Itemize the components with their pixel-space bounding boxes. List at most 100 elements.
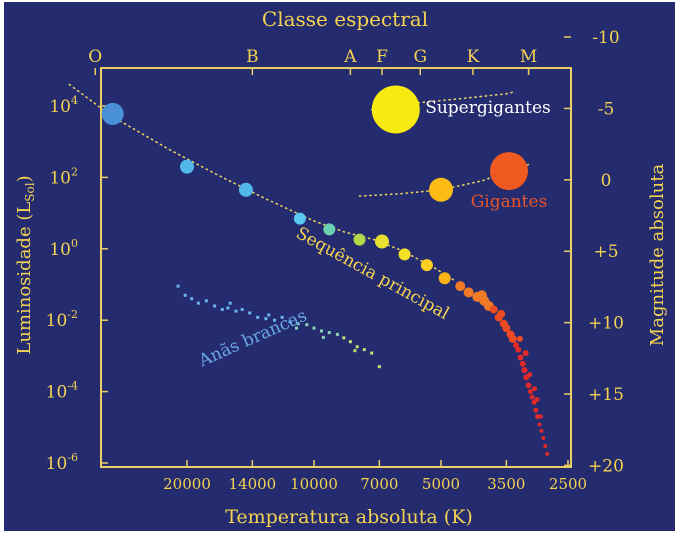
spectral-class-label: O (88, 47, 102, 67)
red-dwarf-star (535, 414, 541, 420)
white-dwarf-point (312, 326, 316, 330)
main-sequence-star (323, 223, 336, 236)
spectral-class-label: K (467, 47, 480, 67)
y-tick-label: 100 (49, 237, 78, 260)
main-sequence-star (374, 234, 389, 249)
red-dwarf-star (463, 287, 474, 298)
white-dwarf-point (226, 306, 230, 310)
x-tick-label: 2500 (549, 475, 587, 493)
supergiant-curve (370, 90, 516, 111)
plot-border (100, 67, 572, 468)
magnitude-tick-label: +10 (588, 314, 624, 334)
magnitude-tick-label: -5 (598, 99, 615, 119)
white-dwarf-point (288, 320, 292, 324)
y-axis-label-sub: Sol (23, 182, 37, 201)
x-tick-label: 3500 (487, 475, 525, 493)
x-tick-label: 5000 (422, 475, 460, 493)
white-dwarf-point (296, 322, 300, 326)
white-dwarf-point (267, 313, 271, 317)
white-dwarf-point (273, 318, 277, 322)
red-dwarf-star (521, 367, 528, 374)
x-tick-label: 7000 (360, 475, 398, 493)
magnitude-tick-label: +5 (593, 242, 618, 262)
red-dwarf-star (508, 334, 517, 343)
y-axis-label: Luminosidade (LSol) (14, 175, 37, 354)
white-dwarf-point (176, 284, 180, 288)
red-dwarf-star (527, 372, 533, 378)
white-dwarf-point (370, 351, 374, 355)
supergiant-star (371, 85, 420, 134)
y-tick-label: 10-6 (46, 451, 78, 474)
white-dwarf-point (335, 332, 339, 336)
x-tick-label: 20000 (163, 475, 211, 493)
y-tick-label: 104 (49, 94, 78, 117)
red-dwarf-star (519, 360, 526, 367)
red-dwarf-star (516, 335, 523, 342)
main-sequence-star (101, 102, 124, 125)
star-marks (101, 85, 550, 456)
main-sequence-star (353, 233, 366, 246)
red-dwarf-star (538, 414, 543, 419)
chart-frame (4, 2, 675, 531)
red-dwarf-star (527, 389, 533, 395)
spectral-class-label: F (376, 47, 388, 67)
x-tick-label: 10000 (290, 475, 338, 493)
white-dwarf-point (213, 304, 217, 308)
white-dwarf-point (204, 299, 208, 303)
red-dwarf-star (534, 397, 540, 403)
spectral-class-label: B (246, 47, 259, 67)
white-dwarf-point (240, 307, 244, 311)
white-dwarf-point (280, 315, 284, 319)
white-dwarf-point (234, 309, 238, 313)
white-dwarf-point (220, 307, 224, 311)
white-dwarf-point (183, 293, 187, 297)
giant-star (429, 177, 453, 202)
red-dwarf-star (476, 290, 487, 301)
red-dwarf-star (525, 382, 532, 389)
supergiants-label: Supergigantes (425, 98, 551, 118)
giant-star (489, 152, 528, 191)
main-sequence-star (438, 272, 451, 285)
red-dwarf-star (489, 305, 498, 314)
y-tick-label: 10-2 (46, 308, 78, 331)
red-dwarf-star (537, 422, 542, 427)
magnitude-tick-label: 0 (601, 171, 612, 191)
white-dwarf-point (248, 311, 252, 315)
x-tick-label: 14000 (228, 475, 276, 493)
white-dwarf-point (348, 340, 352, 344)
red-dwarf-star (522, 350, 529, 357)
red-dwarf-star (497, 309, 506, 318)
red-dwarf-star (502, 324, 511, 333)
white-dwarf-point (305, 323, 309, 327)
main-sequence-star (420, 259, 433, 272)
main-sequence-star (180, 159, 194, 174)
spectral-class-label: G (413, 47, 427, 67)
main-sequence-star (398, 248, 411, 261)
main-sequence-star (238, 182, 253, 197)
white-dwarf-point (228, 301, 232, 305)
magnitude-tick-label: +15 (588, 385, 624, 405)
y-tick-label: 10-4 (46, 380, 78, 403)
red-dwarf-star (533, 407, 539, 413)
magnitude-tick-label: +20 (588, 456, 624, 476)
main-sequence-star (293, 212, 306, 225)
main-sequence-label: Sequência principal (292, 223, 452, 324)
white-dwarf-point (256, 315, 260, 319)
magnitude-tick-label: -10 (592, 28, 619, 48)
red-dwarf-star (455, 281, 466, 292)
red-dwarf-star (513, 342, 520, 349)
white-dwarf-point (264, 317, 268, 321)
giants-label: Gigantes (471, 192, 548, 212)
white-dwarf-point (190, 297, 194, 301)
red-dwarf-star (529, 394, 535, 400)
red-dwarf-star (517, 354, 524, 361)
main-sequence-curve (68, 83, 458, 283)
white-dwarfs-label: Anãs brancas (195, 306, 310, 372)
red-dwarf-star (515, 346, 522, 353)
white-dwarf-point (196, 301, 200, 305)
white-dwarf-point (327, 331, 331, 335)
axes: 20000 14000 10000 7000 5000 3500 2500 O B A F G K M 10… (46, 28, 624, 493)
red-dwarf-star (539, 428, 544, 433)
red-dwarf-star (532, 386, 538, 392)
